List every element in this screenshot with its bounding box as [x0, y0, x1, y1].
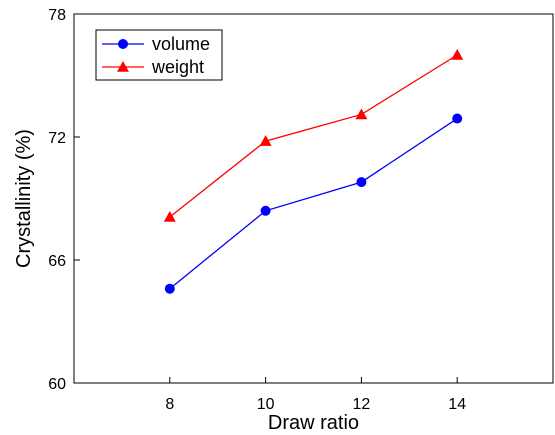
- legend: volume weight: [95, 29, 223, 81]
- series-layer: [163, 49, 464, 294]
- ticks-layer: 60 66 72 78 8 10 12 14: [48, 7, 466, 413]
- legend-marker-volume: [118, 39, 128, 49]
- data-point-volume: [260, 205, 271, 216]
- data-point-volume: [452, 113, 463, 124]
- series-line-volume: [169, 118, 458, 290]
- x-axis-title: Draw ratio: [268, 412, 359, 434]
- data-point-weight: [163, 210, 176, 222]
- x-tick-label: 8: [165, 396, 174, 413]
- legend-box: [95, 29, 223, 81]
- y-axis-title: Crystallinity (%): [13, 129, 35, 268]
- x-tick-label: 12: [353, 396, 371, 413]
- data-point-weight: [259, 135, 272, 146]
- series-weight: [163, 49, 464, 222]
- x-tick-label: 14: [448, 396, 466, 413]
- y-tick-label: 72: [48, 130, 66, 147]
- series-volume: [164, 113, 463, 294]
- legend-label-volume: volume: [152, 34, 210, 54]
- y-tick-label: 60: [48, 376, 66, 393]
- plot-frame: [73, 13, 554, 384]
- y-tick-label: 78: [48, 7, 66, 24]
- data-point-weight: [451, 49, 464, 60]
- legend-label-weight: weight: [151, 57, 204, 77]
- series-line-weight: [169, 54, 458, 218]
- x-tick-label: 10: [257, 396, 275, 413]
- y-tick-label: 66: [48, 253, 66, 270]
- legend-marker-weight: [117, 61, 129, 72]
- data-point-volume: [164, 283, 175, 294]
- data-point-weight: [355, 108, 368, 120]
- data-point-volume: [356, 177, 367, 188]
